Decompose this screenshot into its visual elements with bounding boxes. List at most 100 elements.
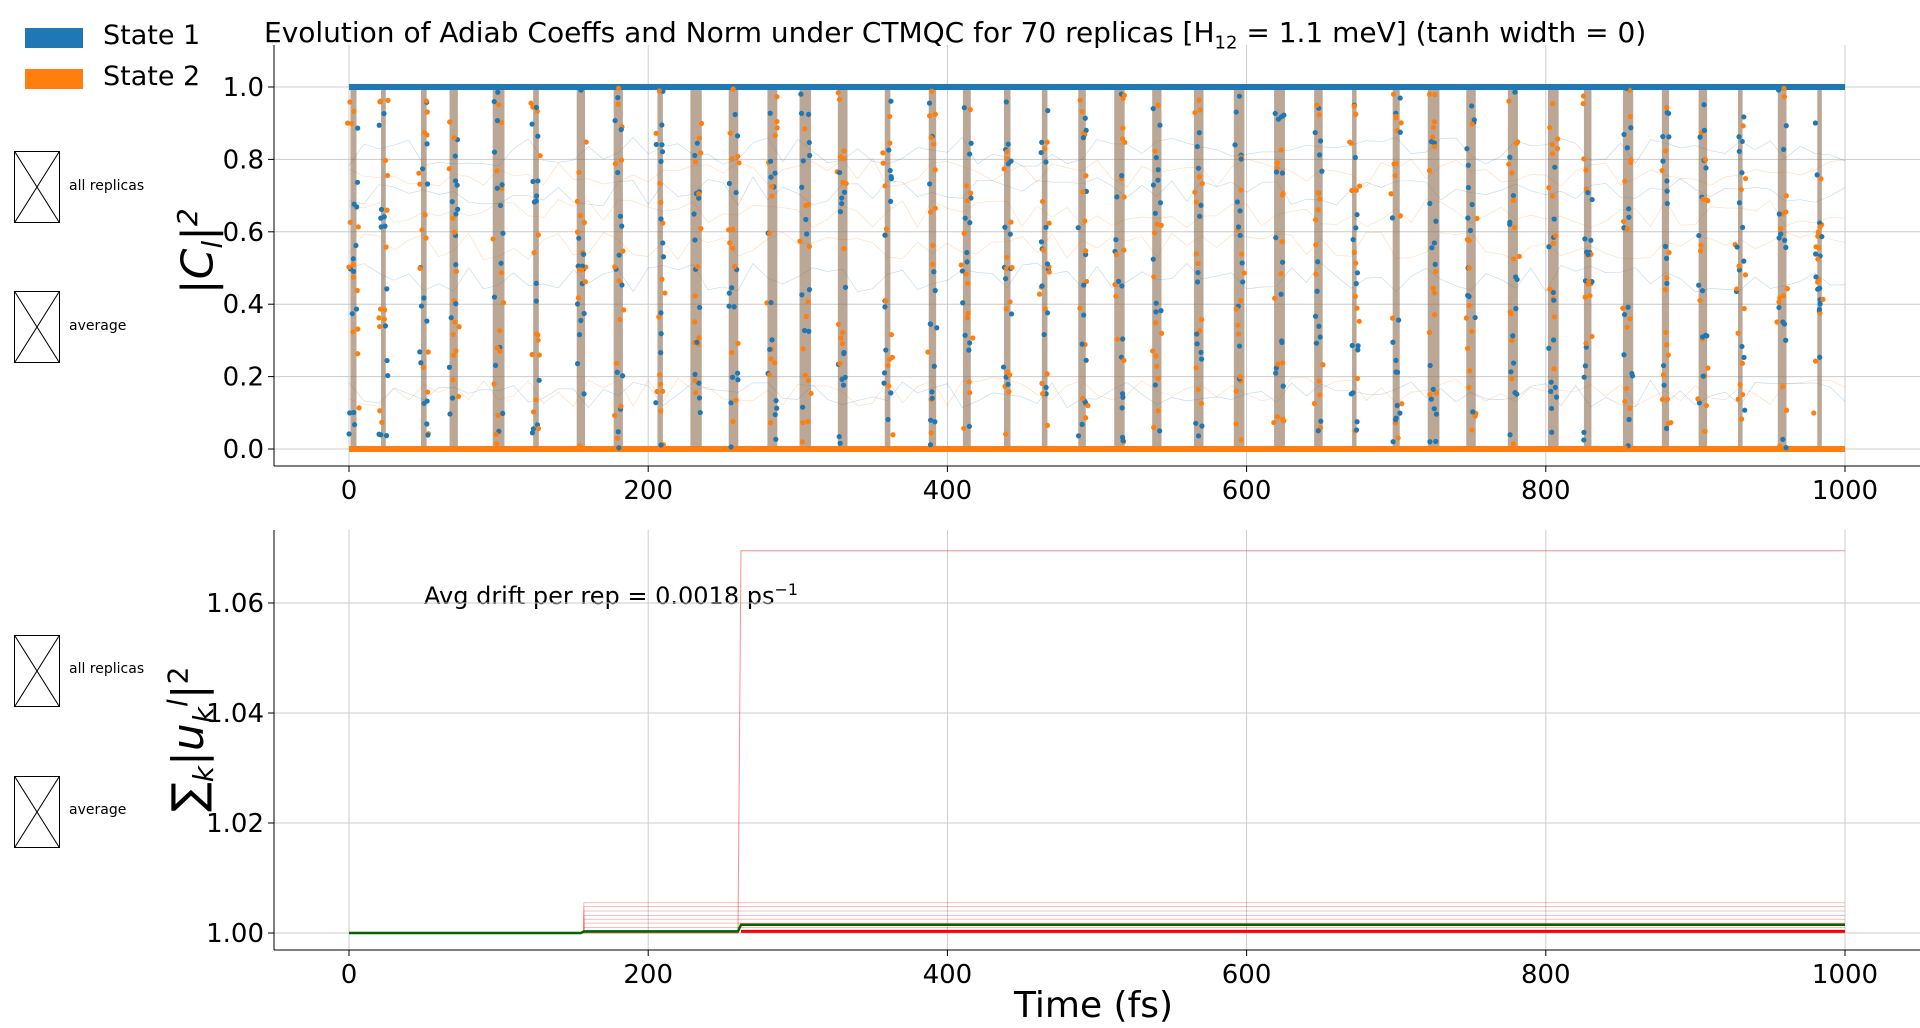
state-2-point xyxy=(966,379,972,385)
state-2-point xyxy=(1153,320,1159,326)
state-2-point xyxy=(1811,410,1817,416)
state-2-point xyxy=(351,108,357,114)
state-1-point xyxy=(1665,110,1672,117)
state-2-point xyxy=(533,397,539,403)
all-replicas-toggle-bottom[interactable] xyxy=(14,635,60,707)
state-2-point xyxy=(385,97,391,103)
state-2-point xyxy=(970,335,976,341)
state-1-point xyxy=(618,127,624,133)
state-2-point xyxy=(805,418,811,425)
state-2-point xyxy=(774,118,780,125)
state-2-point xyxy=(1195,260,1201,267)
average-toggle-top[interactable] xyxy=(14,291,60,363)
state-1-point xyxy=(726,290,732,296)
state-1-point xyxy=(349,311,355,317)
x-tick-label: 400 xyxy=(923,476,973,506)
state-1-point xyxy=(839,195,845,201)
state-2-point xyxy=(800,346,806,352)
y-tick-label: 1.02 xyxy=(206,809,264,839)
state-2-point xyxy=(882,183,888,189)
state-1-point xyxy=(1158,308,1164,314)
state-1-point xyxy=(1194,341,1200,347)
transition-band xyxy=(1817,87,1822,449)
state-1-point xyxy=(378,206,385,213)
state-1-point xyxy=(453,211,459,217)
state-2-point xyxy=(1040,198,1046,205)
state-2-point xyxy=(1740,391,1746,398)
state-1-point xyxy=(1157,122,1163,128)
state-2-point xyxy=(1510,441,1517,447)
state-1-point xyxy=(696,395,703,401)
state-1-point xyxy=(1153,309,1159,315)
state-1-point xyxy=(492,362,499,368)
state-2-point xyxy=(735,153,741,159)
state-1-point xyxy=(694,140,700,146)
replica-line xyxy=(348,158,1846,188)
state-1-point xyxy=(1233,109,1239,115)
state-1-point xyxy=(1119,405,1125,411)
state-1-point xyxy=(1741,354,1747,361)
state-2-point xyxy=(1040,247,1046,253)
state-2-point xyxy=(802,372,808,378)
state-1-point xyxy=(1237,208,1243,214)
state-2-point xyxy=(498,120,505,126)
state-1-point xyxy=(1075,225,1081,231)
state-2-point xyxy=(1080,189,1086,195)
state-2-point xyxy=(1317,392,1323,398)
state-2-point xyxy=(450,377,456,383)
state-2-point xyxy=(1001,166,1007,172)
state-1-point xyxy=(696,304,703,311)
state-1-point xyxy=(1038,149,1044,156)
state-2-point xyxy=(1508,311,1514,317)
state-1-point xyxy=(774,405,780,411)
state-1-point xyxy=(578,87,584,93)
transition-band xyxy=(837,87,848,449)
state-2-point xyxy=(1390,91,1397,97)
state-1-point xyxy=(1701,127,1708,133)
state-2-point xyxy=(1196,97,1202,103)
state-2-point xyxy=(1464,345,1471,352)
state-2-point xyxy=(767,420,774,426)
state-1-point xyxy=(1115,278,1122,284)
all-replicas-toggle-top[interactable] xyxy=(14,151,60,223)
state-1-point xyxy=(1196,130,1202,136)
state-1-point xyxy=(660,240,666,246)
state-2-point xyxy=(1664,396,1671,402)
state-2-point xyxy=(931,141,937,147)
state-1-point xyxy=(1548,379,1554,385)
state-2-point xyxy=(696,135,703,141)
state-2-point xyxy=(662,290,668,296)
state-1-point xyxy=(1279,338,1285,344)
average-toggle-bottom[interactable] xyxy=(14,776,60,848)
state-1-point xyxy=(1312,129,1318,136)
state-1-point xyxy=(692,371,698,377)
state-1-point xyxy=(614,369,620,375)
x-tick-label: 600 xyxy=(1222,476,1272,506)
state-1-point xyxy=(449,199,455,205)
state-1-point xyxy=(1817,354,1823,360)
state-1-point xyxy=(1431,240,1438,246)
state-2-point xyxy=(1311,400,1318,407)
state-1-point xyxy=(1236,343,1243,349)
state-1-point xyxy=(1813,274,1819,280)
state-2-point xyxy=(1586,278,1592,285)
state-2-point xyxy=(963,271,969,277)
state-1-point xyxy=(1000,364,1007,370)
state-2-point xyxy=(883,226,889,232)
state-1-point xyxy=(807,152,813,159)
state-2-point xyxy=(1735,330,1741,336)
state-1-point xyxy=(926,100,933,106)
state-2-point xyxy=(1393,161,1399,167)
state-1-point xyxy=(1083,251,1089,258)
average-label-bottom: average xyxy=(69,802,127,818)
state-1-point xyxy=(533,104,539,111)
transition-band xyxy=(449,87,458,449)
average-label-top: average xyxy=(69,318,127,334)
state-1-point xyxy=(491,99,497,105)
y-tick-label: 1.04 xyxy=(206,699,264,729)
state-2-point xyxy=(1664,275,1670,281)
state-1-point xyxy=(1585,190,1591,196)
state-1-point xyxy=(1465,162,1471,168)
state-2-point xyxy=(1003,431,1009,437)
state-2-point xyxy=(1466,265,1472,271)
